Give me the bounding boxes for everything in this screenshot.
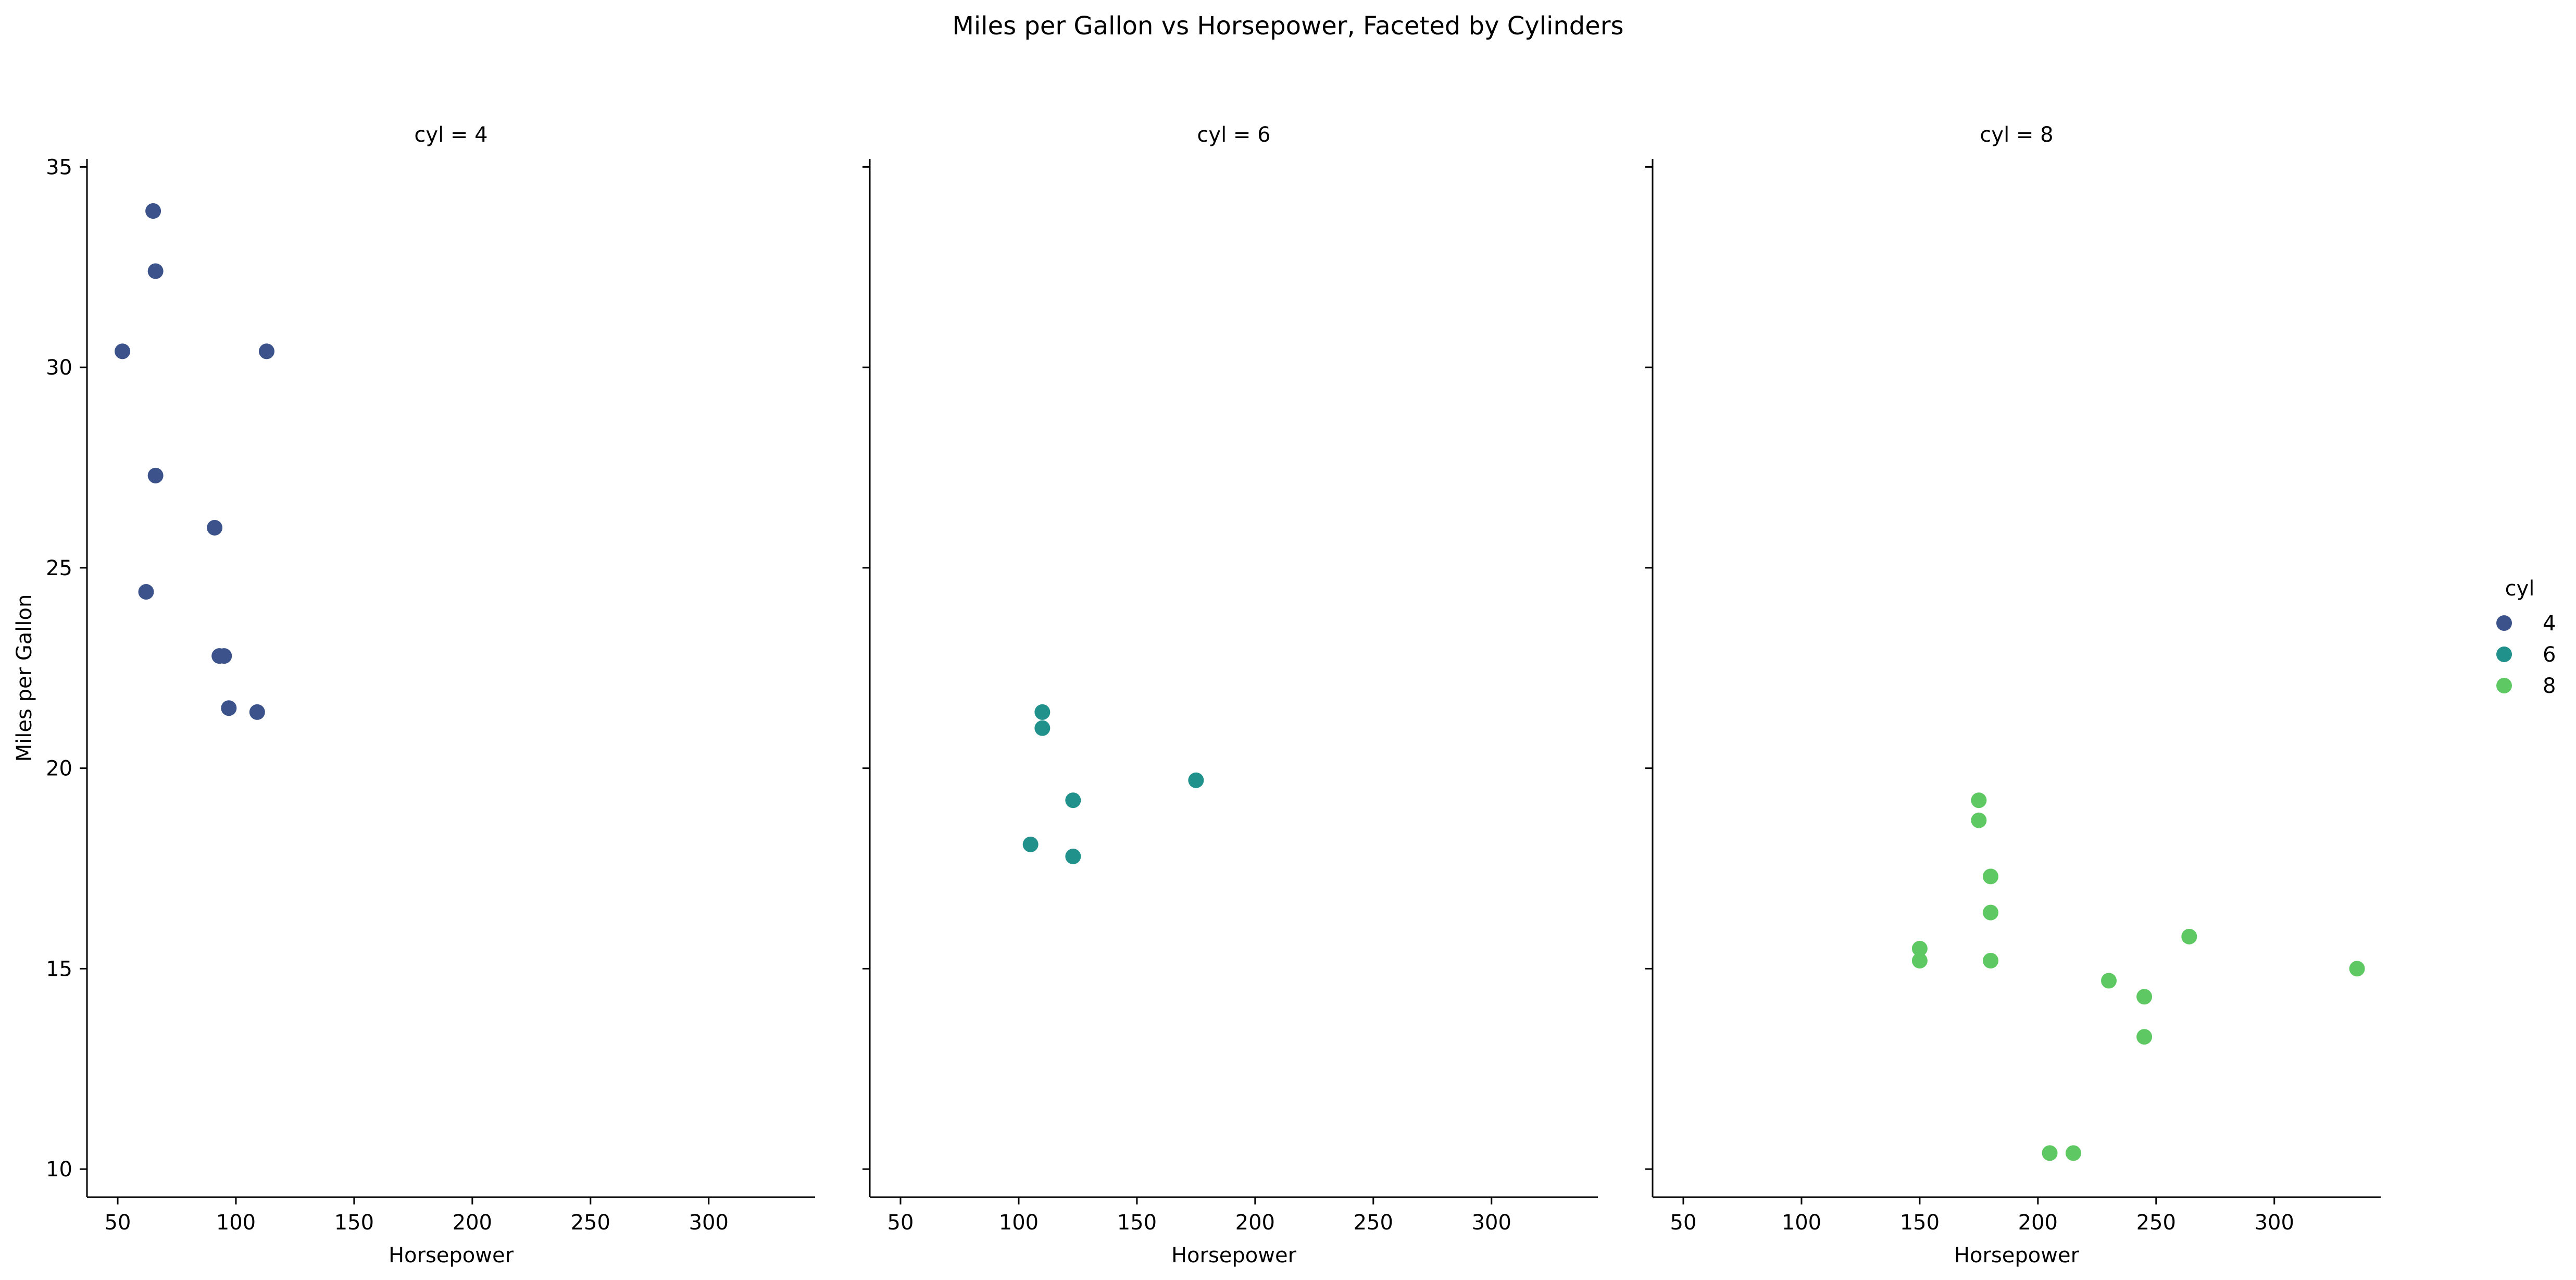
y-axis-label: Miles per Gallon bbox=[12, 594, 36, 762]
data-point bbox=[1911, 940, 1928, 956]
data-point bbox=[1911, 952, 1928, 968]
y-tick-label: 25 bbox=[46, 556, 72, 580]
y-tick-label: 20 bbox=[46, 757, 72, 781]
x-axis-label: Horsepower bbox=[1954, 1244, 2080, 1267]
data-point bbox=[2101, 973, 2117, 989]
x-tick-label: 100 bbox=[999, 1211, 1039, 1235]
y-tick-label: 30 bbox=[46, 356, 72, 380]
x-axis-label: Horsepower bbox=[1171, 1244, 1297, 1267]
data-point bbox=[2136, 989, 2153, 1005]
data-point bbox=[249, 704, 265, 720]
y-tick-label: 10 bbox=[46, 1158, 72, 1182]
x-tick-label: 200 bbox=[2018, 1211, 2058, 1235]
facet-title: cyl = 4 bbox=[414, 123, 487, 147]
x-tick-label: 50 bbox=[1670, 1211, 1697, 1235]
data-point bbox=[1188, 772, 1204, 788]
data-point bbox=[216, 648, 232, 664]
data-point bbox=[147, 263, 164, 279]
x-tick-label: 300 bbox=[689, 1211, 729, 1235]
x-tick-label: 200 bbox=[453, 1211, 492, 1235]
data-point bbox=[1971, 812, 1987, 828]
x-tick-label: 300 bbox=[1472, 1211, 1511, 1235]
data-point bbox=[2065, 1145, 2081, 1161]
data-point bbox=[1022, 836, 1039, 852]
data-point bbox=[207, 519, 223, 536]
legend-marker bbox=[2496, 678, 2512, 693]
legend-marker bbox=[2496, 615, 2512, 631]
x-axis-label: Horsepower bbox=[389, 1244, 514, 1267]
legend-label: 8 bbox=[2543, 674, 2556, 698]
data-point bbox=[138, 584, 154, 600]
chart-title: Miles per Gallon vs Horsepower, Faceted … bbox=[952, 11, 1624, 41]
data-point bbox=[1034, 720, 1051, 736]
x-tick-label: 250 bbox=[1354, 1211, 1393, 1235]
legend-label: 6 bbox=[2543, 643, 2556, 667]
x-tick-label: 150 bbox=[334, 1211, 374, 1235]
y-tick-label: 35 bbox=[46, 155, 72, 179]
data-point bbox=[1983, 952, 1999, 968]
legend-marker bbox=[2496, 647, 2512, 662]
x-tick-label: 150 bbox=[1117, 1211, 1157, 1235]
x-tick-label: 100 bbox=[1782, 1211, 1821, 1235]
legend-title: cyl bbox=[2505, 577, 2535, 601]
facet-title: cyl = 6 bbox=[1197, 123, 1270, 147]
x-tick-label: 200 bbox=[1235, 1211, 1275, 1235]
x-tick-label: 50 bbox=[887, 1211, 914, 1235]
data-point bbox=[1065, 792, 1081, 809]
data-point bbox=[145, 203, 161, 219]
data-point bbox=[1983, 904, 1999, 921]
data-point bbox=[258, 343, 274, 359]
data-point bbox=[147, 467, 164, 483]
data-point bbox=[115, 343, 131, 359]
data-point bbox=[2181, 928, 2197, 945]
x-tick-label: 150 bbox=[1900, 1211, 1940, 1235]
data-point bbox=[1034, 704, 1051, 720]
data-point bbox=[1971, 792, 1987, 809]
x-tick-label: 250 bbox=[2136, 1211, 2176, 1235]
data-point bbox=[2136, 1029, 2153, 1045]
facet-title: cyl = 8 bbox=[1980, 123, 2053, 147]
x-tick-label: 300 bbox=[2255, 1211, 2294, 1235]
x-tick-label: 50 bbox=[105, 1211, 131, 1235]
data-point bbox=[1065, 848, 1081, 864]
data-point bbox=[2042, 1145, 2058, 1161]
data-point bbox=[2349, 961, 2365, 977]
x-tick-label: 250 bbox=[571, 1211, 610, 1235]
legend-label: 4 bbox=[2543, 612, 2556, 636]
data-point bbox=[1983, 868, 1999, 885]
y-tick-label: 15 bbox=[46, 957, 72, 981]
x-tick-label: 100 bbox=[216, 1211, 256, 1235]
data-point bbox=[221, 700, 237, 716]
